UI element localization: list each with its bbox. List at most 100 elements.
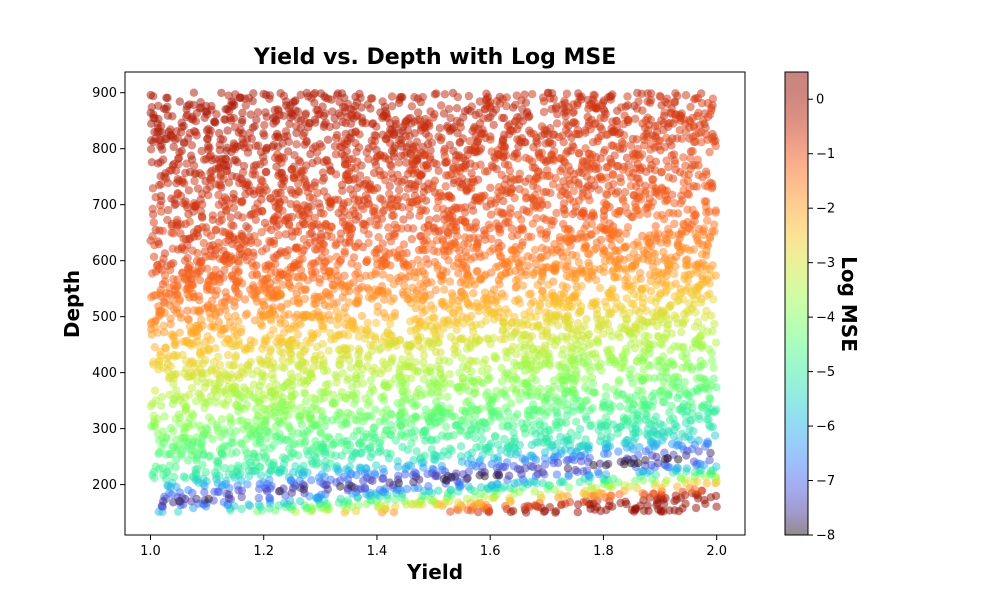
- scatter-point: [686, 102, 695, 112]
- scatter-point: [464, 183, 474, 193]
- scatter-point: [576, 233, 585, 242]
- scatter-point: [602, 189, 611, 198]
- scatter-point: [522, 109, 532, 118]
- scatter-point: [659, 247, 668, 257]
- scatter-point: [486, 196, 496, 205]
- scatter-point: [275, 408, 284, 417]
- scatter-point: [182, 105, 191, 114]
- scatter-point: [635, 308, 644, 317]
- scatter-point: [189, 88, 199, 97]
- scatter-point: [286, 325, 295, 334]
- scatter-point: [221, 228, 230, 237]
- scatter-point: [195, 169, 205, 178]
- scatter-point: [256, 160, 265, 169]
- scatter-point: [558, 131, 567, 140]
- scatter-point: [297, 420, 306, 429]
- scatter-point: [291, 96, 300, 105]
- scatter-point: [562, 89, 572, 98]
- scatter-point: [318, 176, 327, 185]
- scatter-point: [249, 392, 258, 402]
- scatter-point: [223, 350, 233, 360]
- scatter-point: [568, 108, 578, 118]
- scatter-point: [372, 254, 381, 263]
- scatter-point: [605, 357, 614, 367]
- scatter-point: [189, 201, 199, 211]
- scatter-point: [635, 164, 645, 173]
- scatter-point: [364, 293, 374, 302]
- scatter-point: [225, 413, 234, 422]
- scatter-point: [452, 325, 461, 334]
- scatter-point: [238, 213, 247, 222]
- scatter-point: [157, 306, 166, 315]
- scatter-point: [261, 419, 270, 429]
- scatter-point: [272, 115, 281, 125]
- scatter-point: [657, 167, 666, 177]
- scatter-point: [502, 217, 511, 226]
- scatter-point: [340, 271, 349, 280]
- scatter-point: [234, 340, 244, 349]
- scatter-point: [475, 498, 484, 507]
- scatter-point: [551, 396, 560, 405]
- scatter-point: [381, 313, 390, 322]
- scatter-point: [410, 401, 419, 411]
- scatter-point: [461, 217, 470, 226]
- scatter-point: [280, 195, 289, 204]
- scatter-point: [158, 226, 168, 236]
- scatter-point: [667, 141, 676, 150]
- scatter-point: [279, 383, 288, 392]
- scatter-point: [536, 254, 545, 263]
- scatter-point: [481, 235, 490, 244]
- scatter-point: [459, 362, 468, 371]
- scatter-point: [452, 104, 462, 113]
- scatter-point: [378, 289, 387, 298]
- scatter-point: [189, 100, 198, 110]
- scatter-point: [234, 258, 243, 267]
- scatter-point: [315, 395, 325, 404]
- scatter-point: [229, 326, 239, 335]
- scatter-point: [444, 171, 453, 180]
- scatter-point: [400, 151, 409, 160]
- scatter-point: [572, 394, 581, 403]
- scatter-point: [440, 90, 450, 99]
- scatter-point: [413, 108, 423, 117]
- scatter-point: [424, 132, 434, 141]
- scatter-point: [336, 111, 345, 120]
- scatter-point: [289, 261, 299, 270]
- scatter-point: [677, 328, 686, 337]
- scatter-point: [301, 389, 310, 398]
- scatter-point: [334, 408, 344, 417]
- scatter-point: [240, 295, 250, 304]
- scatter-point: [445, 246, 454, 256]
- scatter-point: [255, 286, 264, 295]
- scatter-point: [366, 389, 375, 398]
- scatter-point: [361, 119, 371, 128]
- scatter-point: [341, 393, 350, 403]
- scatter-point: [648, 249, 657, 258]
- scatter-point: [700, 312, 710, 322]
- scatter-point: [175, 97, 184, 106]
- scatter-point: [653, 332, 662, 341]
- scatter-point: [517, 225, 526, 234]
- scatter-point: [277, 158, 286, 167]
- scatter-point: [223, 126, 232, 135]
- scatter-point: [259, 89, 268, 99]
- scatter-point: [353, 157, 362, 166]
- scatter-point: [330, 334, 339, 343]
- scatter-point: [331, 370, 340, 380]
- scatter-point: [533, 167, 543, 176]
- scatter-point: [183, 306, 192, 315]
- scatter-point: [195, 306, 204, 315]
- scatter-point: [206, 175, 215, 185]
- scatter-point: [438, 274, 448, 284]
- scatter-point: [260, 120, 269, 130]
- scatter-point: [711, 141, 720, 151]
- scatter-point: [561, 119, 571, 128]
- scatter-point: [166, 131, 176, 140]
- scatter-point: [660, 142, 670, 152]
- scatter-point: [662, 235, 672, 245]
- scatter-point: [347, 110, 357, 119]
- scatter-point: [566, 226, 575, 235]
- scatter-point: [303, 311, 312, 321]
- scatter-point: [252, 297, 262, 306]
- scatter-point: [420, 150, 429, 160]
